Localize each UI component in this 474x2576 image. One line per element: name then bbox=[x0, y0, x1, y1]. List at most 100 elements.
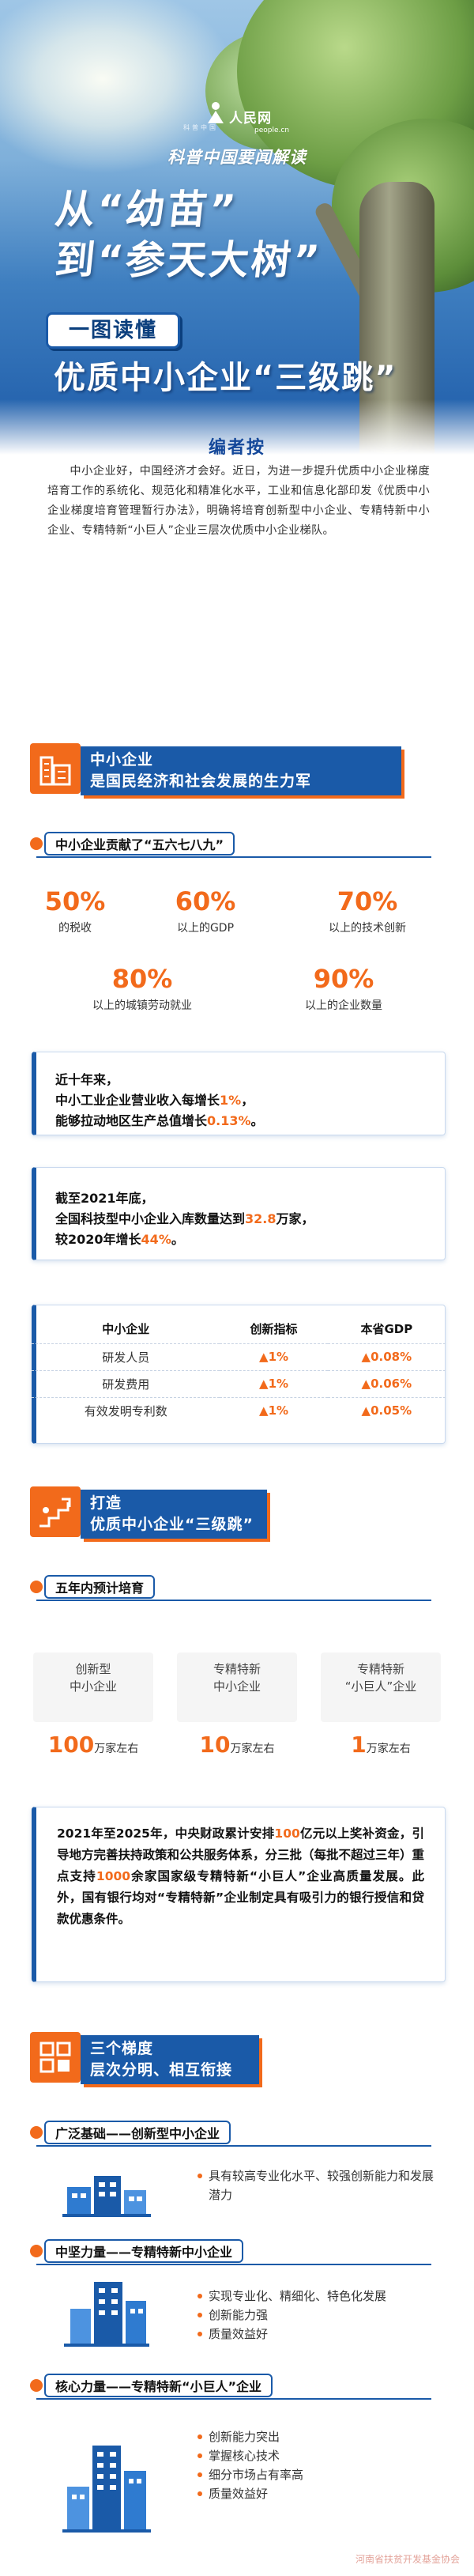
plan-line: 中小企业 bbox=[213, 1679, 261, 1694]
tier-2-bullets: 实现专业化、精细化、特色化发展 创新能力强 质量效益好 bbox=[198, 2287, 434, 2344]
plan-line: 中小企业 bbox=[69, 1679, 117, 1694]
stairs-icon bbox=[30, 1486, 81, 1537]
funding-text: 2021年至2025年，中央财政累计安排100亿元以上奖补资金，引导地方完善扶持… bbox=[57, 1823, 424, 1930]
text: 万家， bbox=[276, 1211, 314, 1226]
buildings-icon bbox=[30, 743, 81, 794]
table-row: 研发费用 ▲1% ▲0.06% bbox=[32, 1369, 446, 1397]
plan-line: “小巨人”企业 bbox=[344, 1679, 417, 1694]
plan-box-specialized: 专精特新 中小企业 bbox=[177, 1652, 297, 1722]
hero-banner: 人民网 people.cn 科普中国 科普中国要闻解读 从“幼苗” 到“参天大树… bbox=[0, 0, 474, 455]
sunlight bbox=[0, 0, 237, 174]
plan-amount: 10万家左右 bbox=[177, 1732, 297, 1758]
section-1-header: 中小企业 是国民经济和社会发展的生力军 bbox=[30, 743, 441, 802]
table-header: 本省GDP bbox=[360, 1322, 413, 1337]
plan-number: 1 bbox=[351, 1732, 367, 1758]
bullet-item: 掌握核心技术 bbox=[198, 2446, 434, 2465]
stat-label: 以上的技术创新 bbox=[329, 922, 406, 935]
section-3-line-1: 三个梯度 bbox=[90, 2040, 154, 2057]
plan-line: 创新型 bbox=[75, 1662, 111, 1676]
bullet-item: 创新能力突出 bbox=[198, 2427, 434, 2446]
sub-label: 五年内预计培育 bbox=[44, 1575, 156, 1599]
bullet-dot bbox=[30, 2245, 43, 2257]
table-header: 创新指标 bbox=[250, 1322, 298, 1337]
table-cell: 有效发明专利数 bbox=[32, 1396, 220, 1424]
stat-60: 60% 以上的GDP bbox=[150, 886, 261, 936]
grid-icon bbox=[30, 2032, 81, 2083]
stat-value: 60% bbox=[175, 886, 236, 916]
table-cell: ▲1% bbox=[220, 1369, 328, 1397]
highlight-value: 1000 bbox=[96, 1869, 131, 1883]
table-cell: ▲1% bbox=[220, 1343, 328, 1370]
tier-label: 核心力量——专精特新“小巨人”企业 bbox=[44, 2374, 273, 2397]
plan-box-little-giant: 专精特新 “小巨人”企业 bbox=[321, 1652, 441, 1722]
stat-90: 90% 以上的企业数量 bbox=[273, 963, 415, 1014]
logo-url: people.cn bbox=[254, 127, 290, 134]
text: 近十年来， bbox=[55, 1072, 119, 1087]
panel-funding: 2021年至2025年，中央财政累计安排100亿元以上奖补资金，引导地方完善扶持… bbox=[32, 1807, 446, 1982]
section-2-subheader: 五年内预计培育 bbox=[30, 1573, 441, 1601]
small-buildings-icon bbox=[62, 2176, 151, 2217]
stat-label: 以上的GDP bbox=[176, 922, 235, 935]
tier-3-bullets: 创新能力突出 掌握核心技术 细分市场占有率高 质量效益好 bbox=[198, 2427, 434, 2503]
text: ， bbox=[241, 1093, 254, 1108]
section-2-header: 打造 优质中小企业“三级跳” bbox=[30, 1486, 441, 1545]
title-line-1: 从“幼苗” bbox=[52, 187, 240, 232]
panel-decade-growth: 近十年来， 中小工业企业营业收入每增长1%， 能够拉动地区生产总值增长0.13%… bbox=[32, 1052, 446, 1135]
text: 截至2021年底， bbox=[55, 1191, 154, 1206]
bullet-dot bbox=[30, 2379, 43, 2392]
large-buildings-icon bbox=[62, 2446, 151, 2533]
tier-2-header: 中坚力量——专精特新中小企业 bbox=[30, 2238, 441, 2265]
highlight-value: 44% bbox=[141, 1232, 171, 1247]
plan-amount: 1万家左右 bbox=[321, 1732, 441, 1758]
text: 全国科技型中小企业入库数量达到 bbox=[55, 1211, 246, 1226]
text: 亿元以上奖补资金，引导地方完善扶持政策和公共服务体系，分三批（每批不超过三年）重… bbox=[57, 1826, 425, 1883]
table-row: 有效发明专利数 ▲1% ▲0.05% bbox=[32, 1396, 446, 1424]
section-1-subheader: 中小企业贡献了“五六七八九” bbox=[30, 830, 441, 858]
bullet-dot bbox=[30, 2126, 43, 2139]
medium-buildings-icon bbox=[64, 2282, 149, 2347]
stat-value: 70% bbox=[337, 886, 398, 916]
stat-label: 以上的城镇劳动就业 bbox=[92, 999, 192, 1012]
plan-number: 100 bbox=[47, 1732, 95, 1758]
divider bbox=[36, 2398, 431, 2400]
sub-label: 中小企业贡献了“五六七八九” bbox=[44, 832, 235, 856]
table-cell: ▲1% bbox=[220, 1396, 328, 1424]
watermark: 河南省扶贫开发基金协会 bbox=[355, 2554, 460, 2565]
plan-line: 专精特新 bbox=[213, 1662, 261, 1676]
stat-value: 50% bbox=[44, 886, 106, 916]
stat-label: 以上的企业数量 bbox=[305, 999, 382, 1012]
people-logo-icon bbox=[208, 102, 224, 123]
table-cell: ▲0.08% bbox=[327, 1343, 446, 1370]
text: 余家国家级专精特新“小巨人”企业高质量发展。此外，国有银行均对“专精特新”企业制… bbox=[57, 1869, 424, 1926]
plan-unit: 万家左右 bbox=[230, 1743, 275, 1755]
section-3-title: 三个梯度 层次分明、相互衔接 bbox=[81, 2035, 259, 2084]
table-cell: 研发人员 bbox=[32, 1343, 220, 1370]
tier-1-header: 广泛基础——创新型中小企业 bbox=[30, 2119, 441, 2147]
section-1-line-1: 中小企业 bbox=[90, 751, 154, 769]
editor-note-title: 编者按 bbox=[208, 438, 265, 458]
bullet-item: 细分市场占有率高 bbox=[198, 2465, 434, 2484]
section-2-line-1: 打造 bbox=[90, 1494, 122, 1512]
bullet-item: 实现专业化、精细化、特色化发展 bbox=[198, 2287, 434, 2306]
title-line-3: 优质中小企业“三级跳” bbox=[54, 360, 397, 396]
text: 2021年至2025年，中央财政累计安排 bbox=[57, 1826, 275, 1841]
title-line-2: 到“参天大树” bbox=[52, 237, 324, 283]
stat-value: 90% bbox=[313, 964, 374, 994]
tier-1-bullets: 具有较高专业化水平、较强创新能力和发展潜力 bbox=[198, 2166, 434, 2204]
hero-fade bbox=[0, 399, 474, 455]
divider bbox=[36, 2264, 431, 2265]
text: 。 bbox=[250, 1113, 264, 1128]
plan-line: 专精特新 bbox=[356, 1662, 404, 1676]
tier-label: 广泛基础——创新型中小企业 bbox=[44, 2121, 231, 2144]
tier-3-header: 核心力量——专精特新“小巨人”企业 bbox=[30, 2372, 441, 2400]
section-1-line-2: 是国民经济和社会发展的生力军 bbox=[90, 772, 312, 790]
plan-number: 10 bbox=[199, 1732, 231, 1758]
table-header: 中小企业 bbox=[102, 1322, 150, 1337]
table-cell: ▲0.06% bbox=[327, 1369, 446, 1397]
table-header-row: 中小企业 创新指标 本省GDP bbox=[32, 1315, 446, 1343]
plan-box-innovative: 创新型 中小企业 bbox=[33, 1652, 153, 1722]
bullet-item: 质量效益好 bbox=[198, 2325, 434, 2344]
plan-unit: 万家左右 bbox=[366, 1743, 411, 1755]
bullet-item: 具有较高专业化水平、较强创新能力和发展潜力 bbox=[198, 2166, 434, 2204]
panel-tech-sme: 截至2021年底， 全国科技型中小企业入库数量达到32.8万家， 较2020年增… bbox=[32, 1167, 446, 1260]
